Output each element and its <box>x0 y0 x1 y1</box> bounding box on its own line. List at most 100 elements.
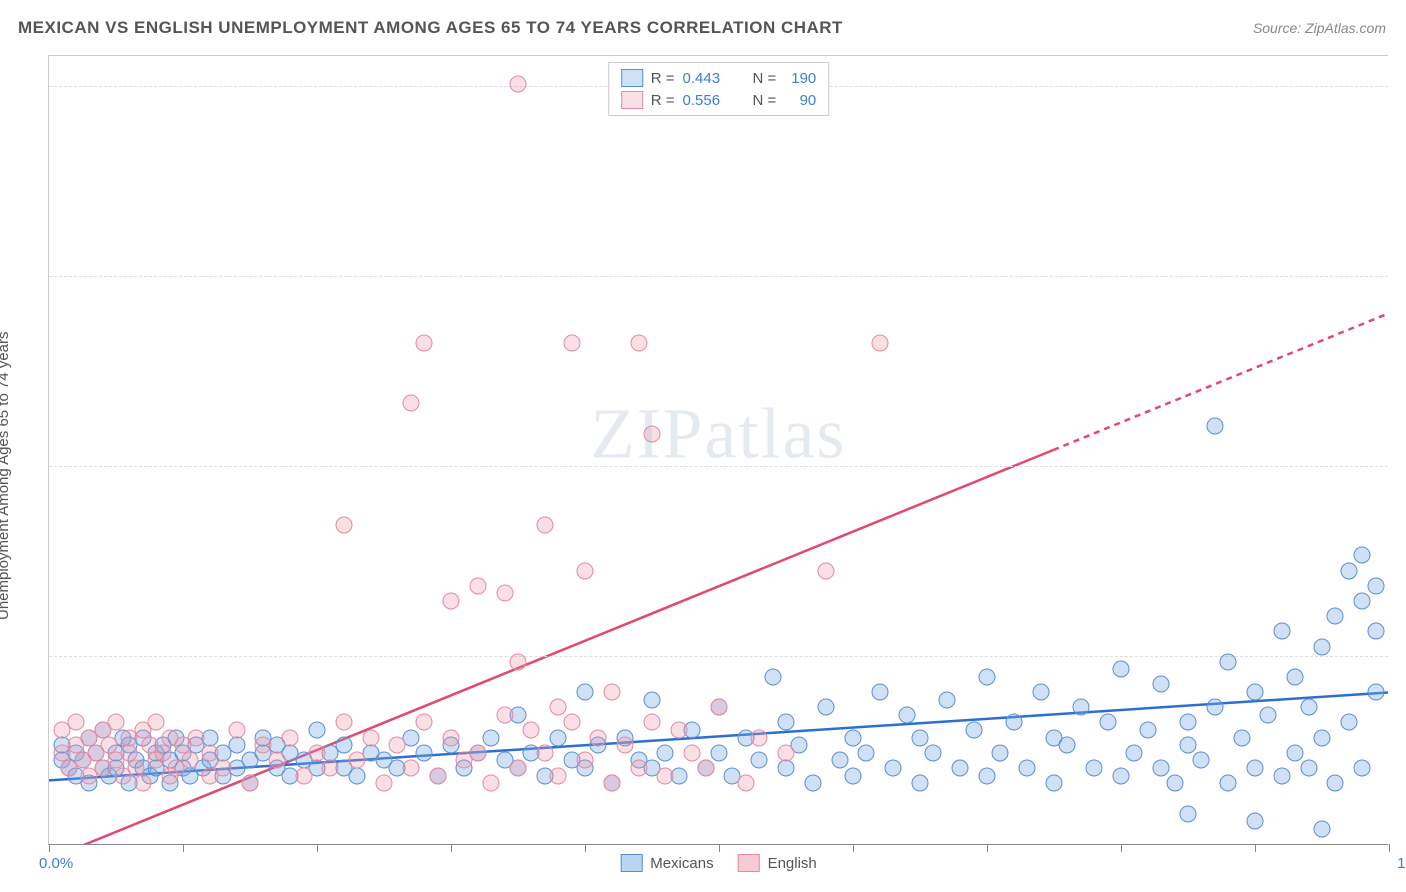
data-point-english <box>630 760 647 777</box>
data-point-mexicans <box>1046 775 1063 792</box>
data-point-mexicans <box>1247 684 1264 701</box>
data-point-mexicans <box>1193 752 1210 769</box>
n-label: N = <box>753 92 777 109</box>
plot-area: ZIPatlas R =0.443N =190R =0.556N =90 Mex… <box>48 55 1388 845</box>
x-tick <box>853 844 854 852</box>
data-point-mexicans <box>1166 775 1183 792</box>
data-point-english <box>295 767 312 784</box>
legend-swatch <box>620 854 642 872</box>
data-point-english <box>617 737 634 754</box>
x-tick <box>719 844 720 852</box>
data-point-mexicans <box>1300 760 1317 777</box>
data-point-mexicans <box>925 744 942 761</box>
data-point-mexicans <box>1206 699 1223 716</box>
data-point-english <box>429 767 446 784</box>
data-point-english <box>577 752 594 769</box>
data-point-mexicans <box>1287 744 1304 761</box>
data-point-english <box>389 737 406 754</box>
data-point-mexicans <box>845 767 862 784</box>
x-axis-max-label: 100.0% <box>1397 855 1406 872</box>
data-point-english <box>108 714 125 731</box>
chart-title: MEXICAN VS ENGLISH UNEMPLOYMENT AMONG AG… <box>18 18 843 38</box>
legend-row: R =0.556N =90 <box>621 89 817 111</box>
data-point-mexicans <box>550 729 567 746</box>
x-tick <box>1255 844 1256 852</box>
data-point-english <box>201 744 218 761</box>
x-tick <box>585 844 586 852</box>
data-point-mexicans <box>1032 684 1049 701</box>
data-point-mexicans <box>1126 744 1143 761</box>
grid-line <box>49 656 1388 657</box>
data-point-mexicans <box>1005 714 1022 731</box>
r-label: R = <box>651 70 675 87</box>
data-point-english <box>154 744 171 761</box>
data-point-mexicans <box>778 760 795 777</box>
data-point-mexicans <box>1180 714 1197 731</box>
data-point-english <box>496 585 513 602</box>
data-point-english <box>335 714 352 731</box>
data-point-english <box>255 737 272 754</box>
data-point-english <box>536 516 553 533</box>
data-point-mexicans <box>1019 760 1036 777</box>
data-point-mexicans <box>885 760 902 777</box>
data-point-english <box>818 562 835 579</box>
data-point-mexicans <box>992 744 1009 761</box>
data-point-mexicans <box>1099 714 1116 731</box>
data-point-english <box>402 760 419 777</box>
data-point-mexicans <box>1206 418 1223 435</box>
series-legend: Mexicans English <box>620 854 817 872</box>
data-point-mexicans <box>764 668 781 685</box>
data-point-english <box>483 775 500 792</box>
legend-item: Mexicans <box>620 854 713 872</box>
x-tick <box>49 844 50 852</box>
data-point-mexicans <box>711 744 728 761</box>
data-point-english <box>550 767 567 784</box>
legend-swatch <box>621 69 643 87</box>
n-value: 190 <box>784 70 816 87</box>
data-point-mexicans <box>1086 760 1103 777</box>
data-point-english <box>711 699 728 716</box>
x-tick <box>183 844 184 852</box>
data-point-mexicans <box>751 752 768 769</box>
data-point-mexicans <box>1354 547 1371 564</box>
data-point-mexicans <box>1233 729 1250 746</box>
data-point-mexicans <box>979 767 996 784</box>
data-point-mexicans <box>1327 608 1344 625</box>
r-value: 0.556 <box>683 92 731 109</box>
data-point-english <box>416 334 433 351</box>
data-point-mexicans <box>1220 653 1237 670</box>
data-point-english <box>737 775 754 792</box>
data-point-mexicans <box>1139 722 1156 739</box>
data-point-english <box>697 760 714 777</box>
data-point-english <box>644 425 661 442</box>
data-point-english <box>670 722 687 739</box>
n-label: N = <box>753 70 777 87</box>
legend-swatch <box>738 854 760 872</box>
data-point-mexicans <box>1273 767 1290 784</box>
data-point-english <box>563 714 580 731</box>
data-point-mexicans <box>1260 706 1277 723</box>
data-point-english <box>496 706 513 723</box>
data-point-mexicans <box>938 691 955 708</box>
data-point-mexicans <box>1113 767 1130 784</box>
grid-line <box>49 466 1388 467</box>
data-point-mexicans <box>483 729 500 746</box>
data-point-english <box>349 752 366 769</box>
data-point-mexicans <box>858 744 875 761</box>
data-point-english <box>469 744 486 761</box>
data-point-english <box>603 775 620 792</box>
legend-label: English <box>768 855 817 872</box>
data-point-english <box>242 775 259 792</box>
data-point-mexicans <box>1273 623 1290 640</box>
data-point-mexicans <box>1367 623 1384 640</box>
data-point-mexicans <box>1314 820 1331 837</box>
data-point-english <box>510 76 527 93</box>
data-point-english <box>603 684 620 701</box>
data-point-mexicans <box>831 752 848 769</box>
data-point-english <box>443 729 460 746</box>
data-point-mexicans <box>1153 760 1170 777</box>
data-point-mexicans <box>804 775 821 792</box>
legend-swatch <box>621 91 643 109</box>
data-point-mexicans <box>644 691 661 708</box>
data-point-mexicans <box>871 684 888 701</box>
